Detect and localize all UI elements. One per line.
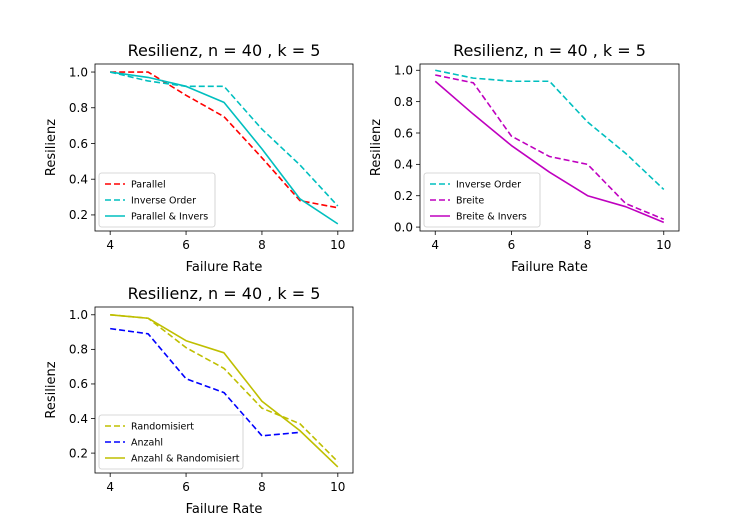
y-axis-label: Resilienz — [44, 119, 59, 176]
y-tick-label: 0.0 — [394, 220, 413, 234]
series-line-3 — [110, 71, 339, 225]
x-tick-label: 10 — [330, 238, 345, 252]
series-line-3 — [434, 80, 665, 224]
series-line-2 — [435, 74, 665, 220]
y-tick-label: 0.8 — [69, 101, 88, 115]
x-axis-label: Failure Rate — [186, 502, 263, 517]
x-axis-label: Failure Rate — [511, 260, 588, 275]
axes-frame — [94, 306, 354, 474]
x-tick-label: 10 — [330, 480, 345, 494]
x-tick-label: 4 — [106, 480, 114, 494]
series-line-2 — [109, 71, 339, 207]
x-tick-label: 6 — [508, 238, 516, 252]
legend-label: Inverse Order — [456, 179, 521, 190]
axes-frame — [419, 63, 680, 232]
legend: Randomisiert Anzahl Anzahl & Randomisiert — [98, 414, 244, 470]
y-axis-label: Resilienz — [369, 119, 384, 176]
y-tick-label: 0.4 — [69, 412, 88, 426]
y-tick-label: 0.4 — [394, 158, 413, 172]
legend-label: Breite — [456, 195, 484, 206]
x-tick-label: 10 — [656, 238, 671, 252]
y-tick-label: 0.8 — [69, 343, 88, 357]
x-tick-label: 8 — [258, 480, 266, 494]
x-tick-label: 8 — [584, 238, 592, 252]
legend-box — [98, 414, 244, 470]
y-tick-label: 1.0 — [69, 308, 88, 322]
x-tick-label: 4 — [431, 238, 439, 252]
series-line-1 — [435, 69, 665, 191]
axes-frame — [94, 63, 354, 232]
x-tick-label: 4 — [106, 238, 114, 252]
legend-box — [98, 172, 216, 228]
y-tick-label: 0.6 — [69, 137, 88, 151]
legend-label: Randomisiert — [131, 421, 194, 432]
chart-title: Resilienz, n = 40 , k = 5 — [128, 41, 321, 60]
chart-title: Resilienz, n = 40 , k = 5 — [128, 284, 321, 303]
y-tick-label: 0.2 — [394, 189, 413, 203]
y-tick-label: 0.4 — [69, 173, 88, 187]
x-axis-label: Failure Rate — [186, 260, 263, 275]
legend: Parallel Inverse Order Parallel & Invers — [98, 172, 216, 228]
y-axis-label: Resilienz — [44, 361, 59, 418]
x-tick-label: 6 — [182, 238, 190, 252]
chart-top-right: Resilienz, n = 40 , k = 5 4 6 8 10 0.0 0.2 0.4 0… — [369, 41, 680, 275]
chart-title: Resilienz, n = 40 , k = 5 — [453, 41, 646, 60]
y-tick-label: 0.2 — [69, 446, 88, 460]
y-tick-label: 0.6 — [69, 377, 88, 391]
legend: Inverse Order Breite Breite & Invers — [423, 172, 541, 228]
legend-label: Anzahl & Randomisiert — [131, 453, 240, 464]
y-tick-label: 0.2 — [69, 208, 88, 222]
series-line-2 — [110, 327, 300, 437]
y-tick-label: 1.0 — [69, 65, 88, 79]
legend-box — [423, 172, 541, 228]
legend-label: Parallel — [131, 179, 166, 190]
legend-label: Anzahl — [131, 437, 163, 448]
x-tick-label: 6 — [182, 480, 190, 494]
y-tick-label: 0.8 — [394, 95, 413, 109]
legend-label: Inverse Order — [131, 195, 196, 206]
legend-label: Parallel & Invers — [131, 211, 208, 222]
chart-top-left: Resilienz, n = 40 , k = 5 4 6 8 10 0.2 0.4 0.6 0… — [44, 41, 354, 275]
y-tick-label: 0.6 — [394, 126, 413, 140]
legend-label: Breite & Invers — [456, 211, 527, 222]
x-tick-label: 8 — [258, 238, 266, 252]
chart-bottom-left: Resilienz, n = 40 , k = 5 4 6 8 10 0.2 0.4 0.6 0… — [44, 284, 354, 517]
series-line-1 — [110, 71, 338, 209]
y-tick-label: 1.0 — [394, 64, 413, 78]
series-line-3 — [110, 313, 339, 468]
